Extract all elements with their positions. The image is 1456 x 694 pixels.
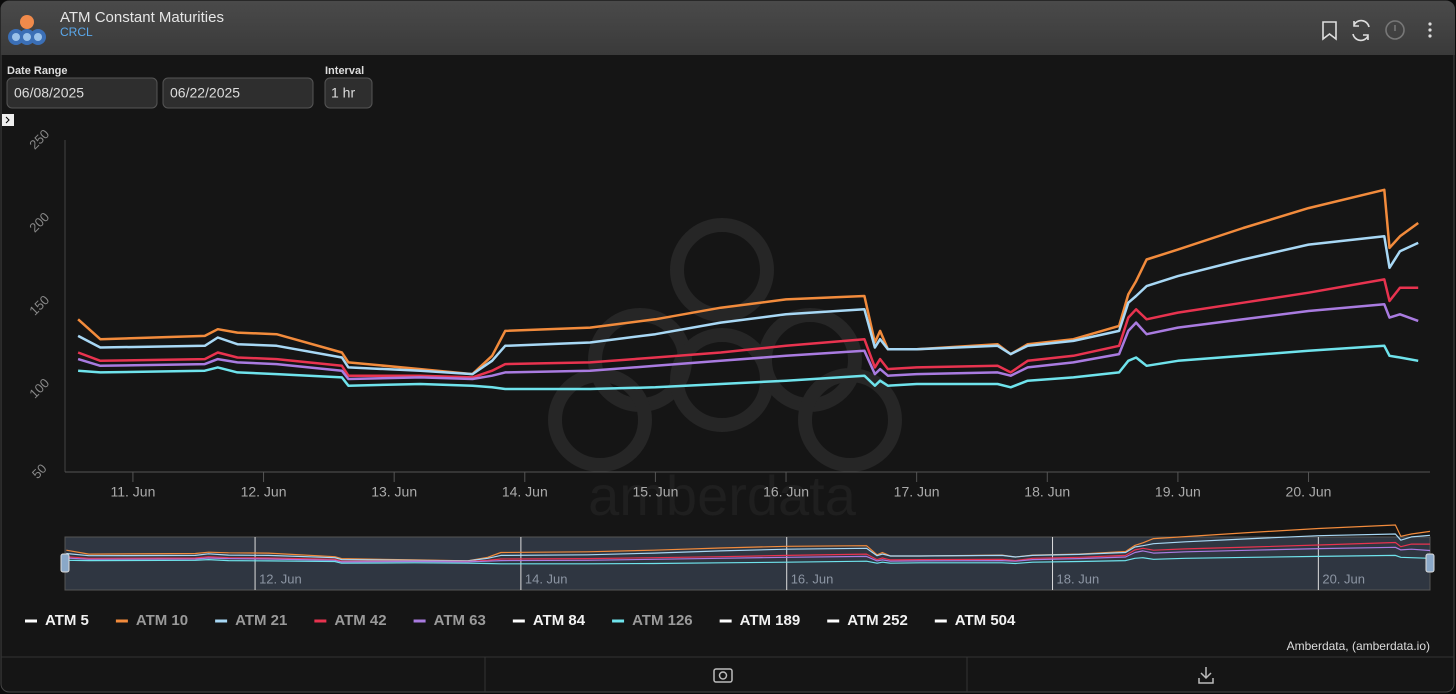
legend-label: ATM 252 (847, 612, 908, 629)
x-tick-label: 19. Jun (1155, 484, 1201, 500)
interval: 1 hr (331, 85, 355, 101)
credits: Amberdata, (amberdata.io) (1287, 639, 1430, 653)
end-date-input[interactable] (162, 77, 314, 109)
x-tick-label: 16. Jun (763, 484, 809, 500)
logo (8, 15, 46, 45)
navigator-tick-label: 16. Jun (791, 571, 834, 586)
legend-item[interactable]: ATM 10 (115, 612, 188, 629)
interval-input[interactable] (324, 77, 373, 109)
refresh-icon[interactable] (1352, 19, 1370, 42)
navigator-line (66, 541, 1430, 563)
series-line (77, 188, 1419, 376)
legend-item[interactable]: ATM 189 (719, 612, 801, 629)
x-tick-label: 17. Jun (894, 484, 940, 500)
download-button[interactable] (1198, 667, 1214, 684)
expand-button[interactable] (2, 114, 14, 126)
end-date: 06/22/2025 (170, 85, 240, 101)
navigator-tick-label: 18. Jun (1057, 571, 1100, 586)
interval-label: Interval (325, 65, 364, 77)
legend-label: ATM 5 (45, 612, 89, 629)
navigator-line (66, 554, 1431, 565)
series-line (77, 235, 1419, 376)
menu-icon[interactable] (1428, 22, 1432, 38)
legend-label: ATM 42 (334, 612, 386, 629)
start-date: 06/08/2025 (14, 85, 84, 101)
navigator-handle[interactable] (60, 553, 70, 573)
series-line (78, 344, 1419, 391)
navigator-line (66, 524, 1431, 562)
watermark: amberdata (588, 464, 857, 527)
navigator-handle[interactable] (1425, 553, 1435, 573)
header-bar (1, 1, 1455, 55)
legend-item[interactable]: ATM 504 (934, 612, 1016, 629)
legend-item[interactable]: ATM 21 (215, 612, 287, 629)
header-subtitle: CRCL (60, 25, 93, 39)
legend-item[interactable]: ATM 5 (25, 612, 89, 629)
camera-button[interactable] (713, 668, 733, 683)
header-icons[interactable] (1322, 19, 1405, 42)
navigator-tick-label: 20. Jun (1322, 571, 1365, 586)
legend-item[interactable]: ATM 42 (314, 612, 387, 629)
legend-label: ATM 504 (955, 612, 1016, 629)
series-line (77, 278, 1419, 379)
navigator-line (66, 546, 1431, 563)
navigator-tick-label: 14. Jun (525, 571, 568, 586)
x-tick-label: 20. Jun (1286, 484, 1332, 500)
x-tick-label: 14. Jun (502, 484, 548, 500)
date-range-label: Date Range (7, 65, 68, 77)
legend-label: ATM 21 (235, 612, 287, 629)
bookmark-icon[interactable] (1322, 21, 1337, 41)
legend-label: ATM 63 (434, 612, 486, 629)
x-tick-label: 18. Jun (1024, 484, 1070, 500)
x-tick-label: 11. Jun (110, 484, 155, 500)
navigator-line (66, 533, 1431, 562)
x-tick-label: 13. Jun (371, 484, 417, 500)
navigator-bg (64, 536, 1431, 591)
x-tick-label: 12. Jun (241, 484, 287, 500)
header-title: ATM Constant Maturities (60, 9, 224, 26)
expand-icon (5, 116, 10, 124)
legend-item[interactable]: ATM 63 (413, 612, 486, 629)
legend-label: ATM 10 (136, 612, 188, 629)
legend-label: ATM 84 (533, 612, 586, 629)
start-date-input[interactable] (6, 77, 158, 109)
legend-item[interactable]: ATM 126 (612, 612, 693, 629)
legend-item[interactable]: ATM 84 (512, 612, 586, 629)
x-tick-label: 15. Jun (632, 484, 678, 500)
legend-label: ATM 189 (740, 612, 801, 629)
navigator-tick-label: 12. Jun (259, 571, 302, 586)
legend-item[interactable]: ATM 252 (827, 612, 908, 629)
info-icon[interactable] (1385, 20, 1405, 40)
watermark-logo (548, 218, 902, 472)
series-line (77, 303, 1419, 381)
legend-label: ATM 126 (632, 612, 693, 629)
